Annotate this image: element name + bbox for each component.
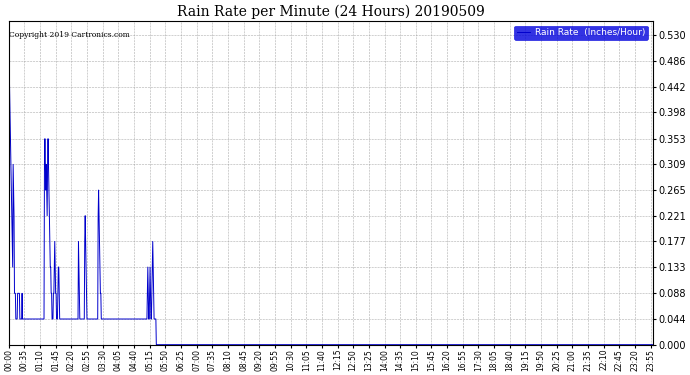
Rain Rate  (Inches/Hour) [148,291,156,296]
Line: Rain Rate  (Inches/Hour): Rain Rate (Inches/Hour) [9,36,653,345]
Rain Rate  (Inches/Hour) [220,342,228,347]
Title: Rain Rate per Minute (24 Hours) 20190509: Rain Rate per Minute (24 Hours) 20190509 [177,4,484,18]
Rain Rate  (Inches/Hour) [132,317,140,321]
Legend: Rain Rate  (Inches/Hour): Rain Rate (Inches/Hour) [514,26,648,40]
Rain Rate  (Inches/Hour) [152,342,161,347]
Rain Rate  (Inches/Hour) [5,33,13,38]
Rain Rate  (Inches/Hour) [515,342,524,347]
Rain Rate  (Inches/Hour) [572,342,580,347]
Rain Rate  (Inches/Hour) [649,342,657,347]
Text: Copyright 2019 Cartronics.com: Copyright 2019 Cartronics.com [9,31,130,39]
Rain Rate  (Inches/Hour) [431,342,440,347]
